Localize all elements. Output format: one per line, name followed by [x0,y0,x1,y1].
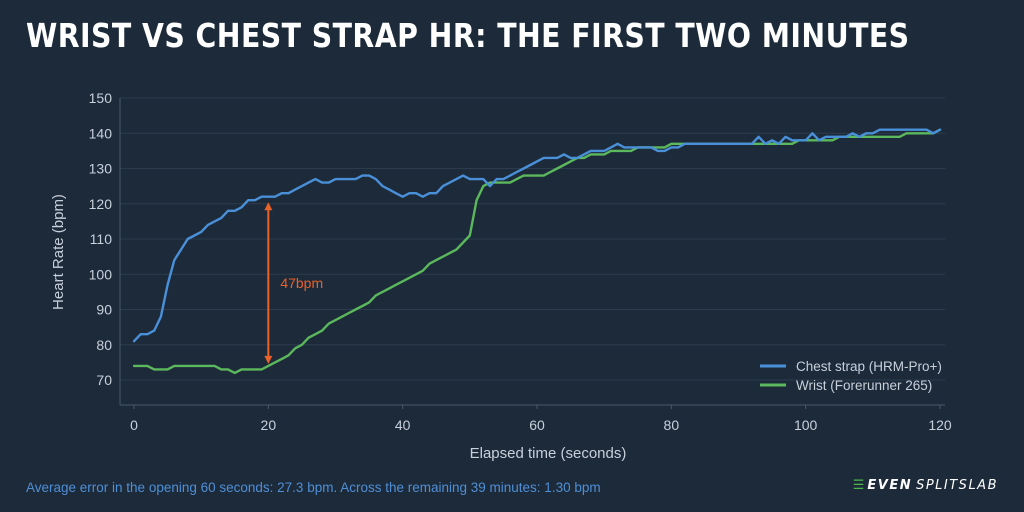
gridlines [120,97,945,381]
axes: 70 80 90 100 110 120 130 140 150 0 20 40 60 80 100 120 E… [50,90,952,462]
brand-mark-icon: ☰ [852,478,865,493]
chart-title: Wrist vs chest strap HR: The first two m… [26,16,910,55]
x-tick-label: 80 [664,417,680,433]
x-tick-label: 120 [928,417,952,433]
legend: Chest strap (HRM-Pro+) Wrist (Forerunner … [760,359,942,393]
legend-label: Wrist (Forerunner 265) [796,378,932,393]
y-tick-label: 130 [89,161,113,177]
y-tick-label: 80 [96,337,112,353]
annotations: 47bpm [264,202,323,364]
y-axis-label: Heart Rate (bpm) [50,194,67,310]
x-tick-label: 100 [794,417,818,433]
wrist-line [132,128,942,375]
legend-label: Chest strap (HRM-Pro+) [796,359,942,374]
annotation-label: 47bpm [280,275,323,291]
footnote: Average error in the opening 60 seconds:… [26,480,601,495]
y-tick-label: 140 [89,125,113,141]
x-tick-label: 40 [395,417,411,433]
y-tick-label: 70 [96,372,112,388]
annotation-arrowhead-bottom [264,355,273,364]
brand-text-splitslab: SPLITSLAB [916,478,998,493]
y-tick-label: 100 [89,266,113,282]
y-tick-label: 150 [89,90,113,106]
y-tick-label: 110 [90,231,113,247]
y-tick-label: 90 [96,302,112,318]
series-lines [132,128,942,375]
x-tick-label: 20 [261,417,277,433]
annotation-arrowhead-top [264,202,273,211]
chest-strap-line [132,128,942,343]
y-tick-label: 120 [89,196,113,212]
brand-logo: ☰ EVEN SPLITSLAB [853,478,998,493]
brand-text-even: EVEN [867,478,913,493]
x-tick-label: 60 [529,417,545,433]
x-axis-label: Elapsed time (seconds) [470,445,627,462]
x-tick-label: 0 [130,417,138,433]
